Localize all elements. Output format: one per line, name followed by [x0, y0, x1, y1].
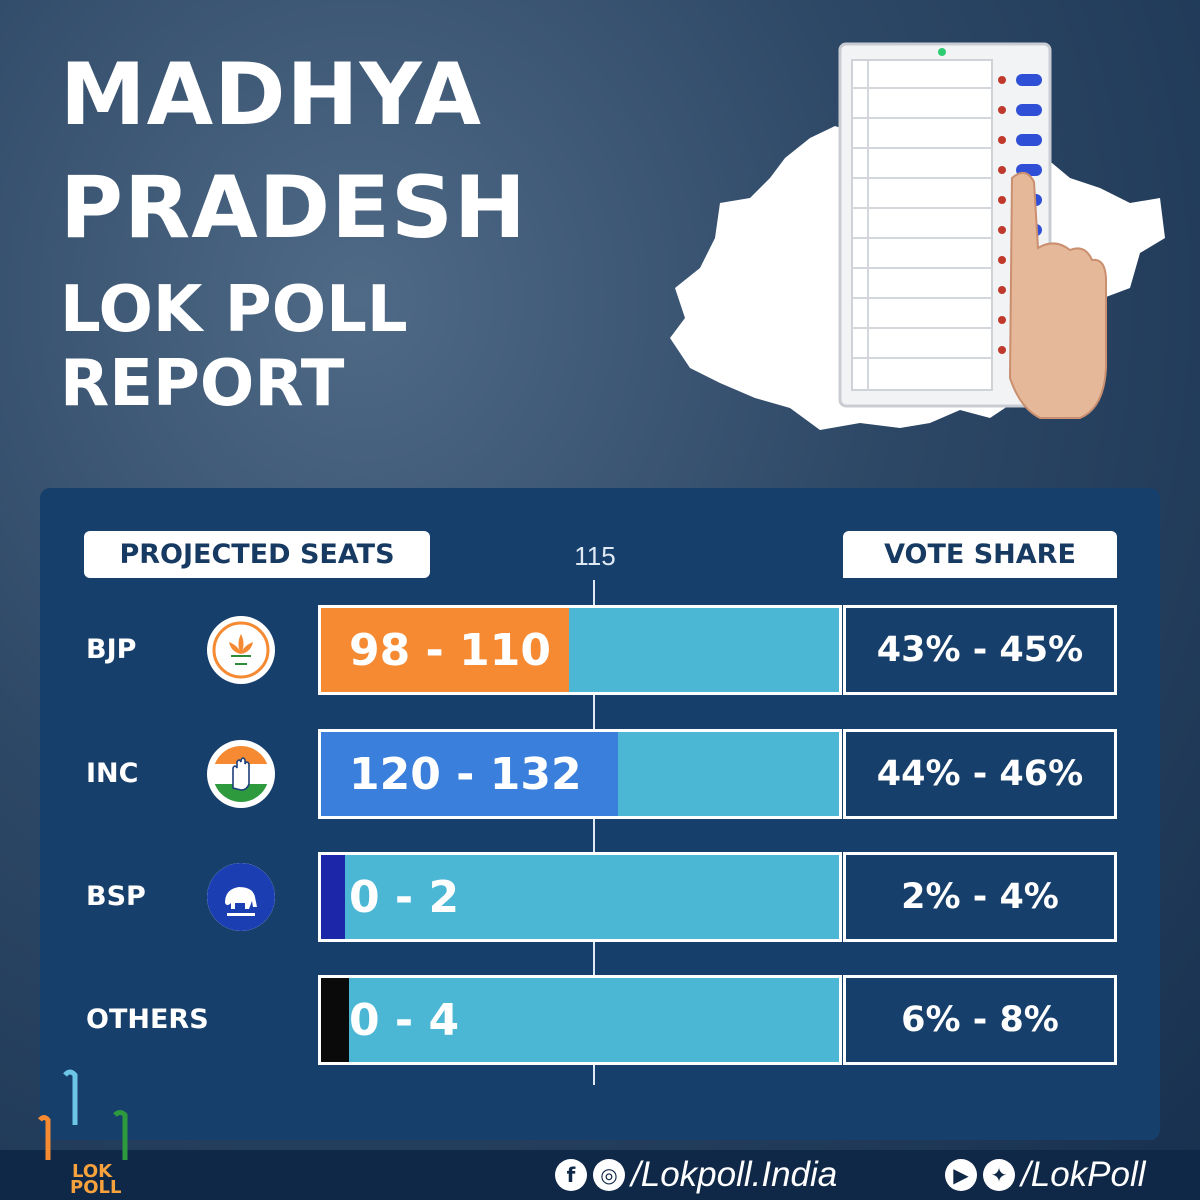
social-facebook-instagram[interactable]: f ◎ /Lokpoll.India	[555, 1155, 837, 1195]
lotus-icon	[207, 616, 275, 684]
evm-machine	[838, 42, 1052, 408]
lokpoll-logo: LOK POLL	[38, 1069, 128, 1195]
party-name-bjp: BJP	[86, 634, 137, 665]
party-name-others: OTHERS	[86, 1004, 209, 1035]
bar-fill-bsp	[321, 855, 345, 939]
majority-mark-label: 115	[574, 541, 616, 571]
seat-range-bjp: 98 - 110	[349, 624, 551, 676]
bar-fill-others	[321, 978, 349, 1062]
brand-text-bottom: POLL	[70, 1177, 121, 1195]
elephant-icon	[207, 863, 275, 931]
brand-text-top: LOK	[72, 1161, 113, 1182]
finger-hand	[1008, 171, 1107, 419]
seat-range-bsp: 0 - 2	[349, 871, 460, 923]
bar-track-inc: 120 - 132	[318, 729, 842, 819]
seat-range-others: 0 - 4	[349, 994, 460, 1046]
title-line-1: MADHYA	[60, 45, 483, 145]
title-line-2: PRADESH	[60, 158, 527, 258]
majority-line	[593, 580, 595, 1085]
bar-track-bsp: 0 - 2	[318, 852, 842, 942]
bar-track-bjp: 98 - 110	[318, 605, 842, 695]
youtube-twitter-handle[interactable]: /LokPoll	[1021, 1155, 1146, 1194]
twitter-icon[interactable]: ✦	[983, 1159, 1015, 1191]
evm-map-illustration	[670, 42, 1165, 430]
vote-share-bjp: 43% - 45%	[843, 605, 1117, 695]
vote-share-bsp: 2% - 4%	[843, 852, 1117, 942]
projected-seats-header: PROJECTED SEATS	[84, 531, 430, 578]
bar-fill-inc	[321, 732, 619, 816]
bar-fill-bjp	[321, 608, 569, 692]
vote-share-header: VOTE SHARE	[843, 531, 1117, 578]
hand-icon	[207, 740, 275, 808]
title-line-3: LOK POLL	[60, 273, 408, 347]
vote-share-inc: 44% - 46%	[843, 729, 1117, 819]
facebook-instagram-handle[interactable]: /Lokpoll.India	[631, 1155, 838, 1194]
youtube-icon[interactable]: ▶	[945, 1159, 977, 1191]
social-youtube-twitter[interactable]: ▶ ✦ /LokPoll	[945, 1155, 1146, 1195]
facebook-icon[interactable]: f	[555, 1159, 587, 1191]
party-name-inc: INC	[86, 758, 139, 789]
seat-range-inc: 120 - 132	[349, 748, 582, 800]
instagram-icon[interactable]: ◎	[593, 1159, 625, 1191]
bar-track-others: 0 - 4	[318, 975, 842, 1065]
vote-share-others: 6% - 8%	[843, 975, 1117, 1065]
title-line-4: REPORT	[60, 347, 345, 421]
party-name-bsp: BSP	[86, 881, 146, 912]
